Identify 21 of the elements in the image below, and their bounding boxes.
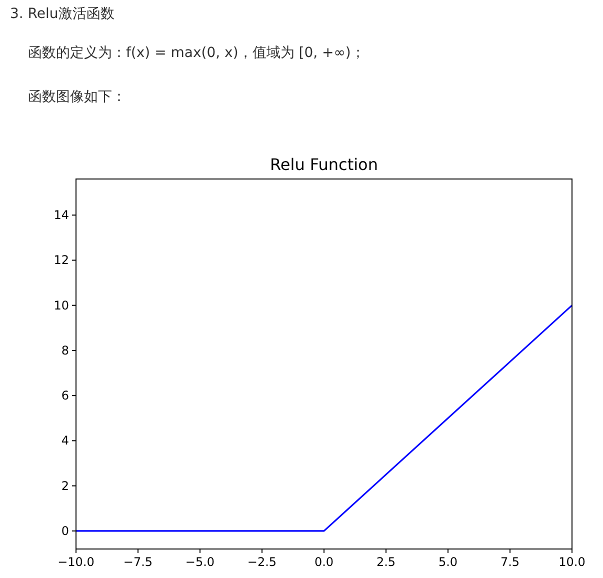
y-tick-label: 12 [54, 253, 69, 268]
text: 函数图像如下： [28, 88, 126, 106]
y-tick-label: 14 [54, 208, 69, 222]
y-tick-label: 6 [61, 388, 69, 403]
y-tick-label: 10 [54, 298, 69, 312]
x-tick-label: 2.5 [376, 555, 396, 569]
y-tick-label: 4 [61, 434, 69, 448]
y-tick-label: 8 [61, 343, 69, 358]
y-tick-label: 0 [61, 524, 69, 538]
x-tick-label: 7.5 [500, 555, 520, 569]
x-tick-label: 5.0 [438, 555, 458, 569]
x-tick-label: 0.0 [314, 555, 334, 569]
text: 函数的定义为：f(x) = max(0, x)，值域为 [0, +∞)； [28, 44, 365, 62]
chart-title: Relu Function [270, 155, 378, 174]
x-tick-label: 10.0 [558, 555, 586, 569]
x-tick-label: −7.5 [123, 555, 153, 569]
x-tick-label: −2.5 [247, 555, 277, 569]
x-tick-label: −10.0 [58, 555, 94, 569]
text: 3. Relu激活函数 [10, 5, 114, 23]
x-tick-label: −5.0 [185, 555, 215, 569]
y-tick-label: 2 [61, 478, 69, 493]
